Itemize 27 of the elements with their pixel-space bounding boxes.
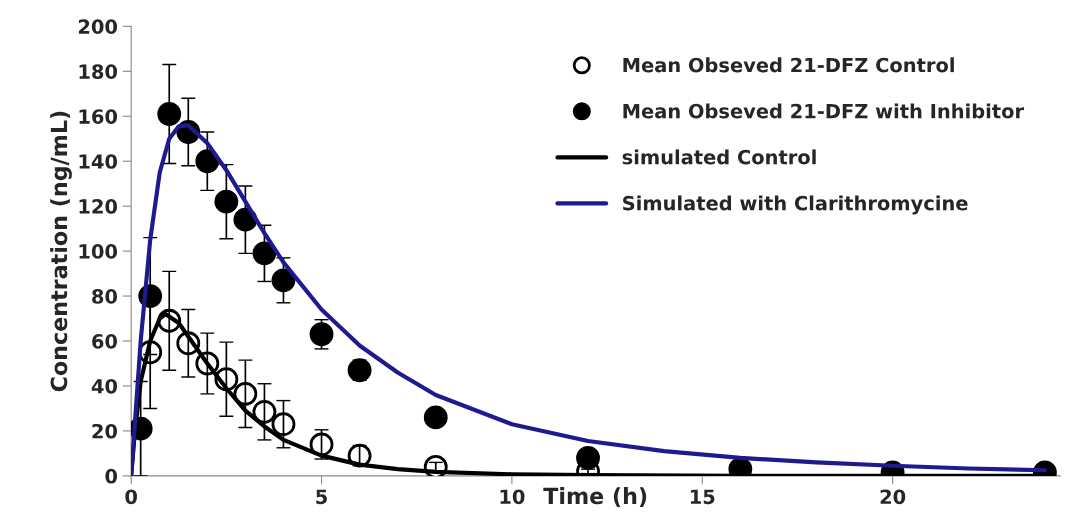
x-tick-label: 5 (316, 489, 327, 505)
y-tick-label: 60 (92, 333, 118, 349)
point (157, 102, 182, 126)
y-tick-label: 20 (92, 423, 118, 439)
legend-label: simulated Control (622, 149, 816, 165)
point (271, 412, 296, 437)
y-tick-label: 100 (79, 244, 118, 259)
y-tick-label: 40 (91, 378, 118, 394)
x-tick-label: 0 (125, 489, 137, 505)
x-tick-label: 15 (690, 489, 715, 505)
point (576, 445, 600, 470)
point (214, 189, 239, 214)
y-tick-label: 200 (78, 19, 118, 35)
y-axis-title: Concentration (ng/mL) (50, 111, 72, 392)
point (423, 405, 448, 430)
y-tick-label: 0 (105, 468, 118, 484)
legend-label: Mean Obseved 21-DFZ Control (623, 57, 954, 73)
legend-label: Simulated with Clarithromycine (623, 195, 968, 215)
legend-label: Mean Obseved 21-DFZ with Inhibitor (623, 103, 1025, 119)
y-tick-label: 140 (79, 154, 118, 169)
y-tick-label: 120 (79, 199, 118, 214)
x-tick-label: 10 (500, 489, 525, 505)
y-tick-label: 80 (92, 289, 118, 304)
x-tick-label: 20 (880, 489, 906, 505)
y-tick-label: 160 (79, 109, 118, 124)
y-tick-label: 180 (79, 64, 118, 79)
x-axis-title: Time (h) (543, 487, 647, 507)
